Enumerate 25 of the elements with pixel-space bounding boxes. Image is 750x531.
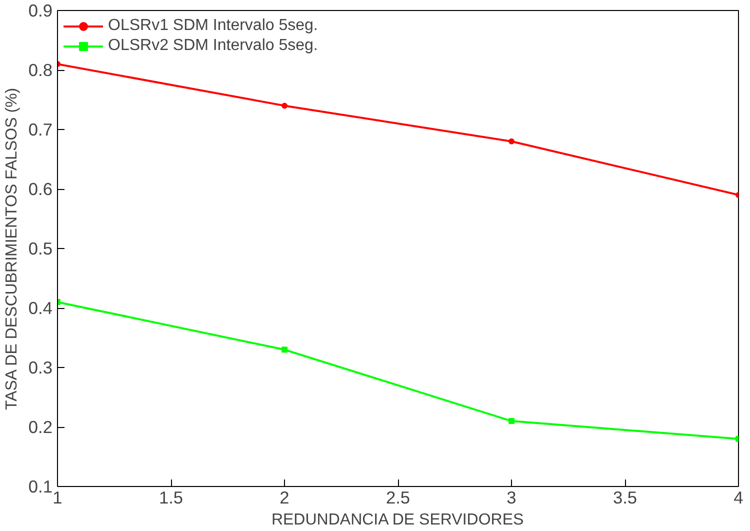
x-tick-label: 1.5 [158,488,184,508]
y-tick-label: 0.8 [28,60,53,80]
point [282,102,288,109]
x-tick-label: 1 [52,488,62,508]
y-tick-label: 0.1 [28,476,53,496]
x-tick-label: 2 [280,488,290,508]
legend-label: OLSRv2 SDM Intervalo 5seg. [108,37,318,55]
x-tick-label: 3 [506,488,516,508]
point [508,138,514,144]
legend-label: OLSRv1 SDM Intervalo 5seg. [108,17,318,35]
y-tick-label: 0.3 [28,358,53,378]
y-tick-label: 0.2 [28,417,53,437]
y-tick-label: 0.9 [28,0,53,20]
x-tick-label: 3.5 [612,488,638,508]
x-tick-label: 2.5 [386,488,410,508]
y-axis-title: TASA DE DESCUBRIMIENTOS FALSOS (%) [3,88,20,410]
y-tick-label: 0.4 [28,298,53,318]
x-axis-title: REDUNDANCIA DE SERVIDORES [271,512,524,528]
x-tick-label: 4 [734,488,744,508]
y-tick-label: 0.7 [28,120,53,140]
point [282,346,288,353]
y-tick-label: 0.6 [28,179,53,199]
y-tick-label: 0.5 [28,238,53,258]
line-series [58,299,738,442]
point [508,418,514,424]
